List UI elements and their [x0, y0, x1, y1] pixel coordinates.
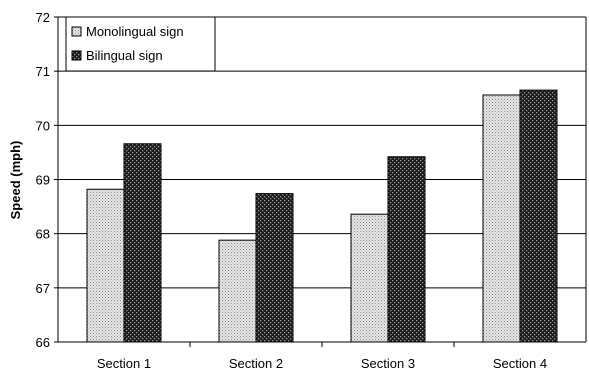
y-tick-label: 70 [36, 118, 50, 133]
bar-monolingual [86, 188, 125, 343]
bar-monolingual [350, 213, 389, 343]
bar-monolingual [218, 239, 257, 343]
legend-label-monolingual: Monolingual sign [86, 24, 184, 39]
bars [86, 89, 558, 343]
x-tick-labels: Section 1 Section 2 Section 3 Section 4 [97, 342, 547, 371]
y-tick-label: 68 [36, 227, 50, 242]
bar-bilingual [255, 193, 294, 343]
y-tick-label: 66 [36, 335, 50, 350]
y-tick-label: 72 [36, 10, 50, 25]
x-tick-label: Section 4 [493, 356, 547, 371]
y-tick-label: 69 [36, 173, 50, 188]
y-tick-labels: 66 67 68 69 70 71 72 [36, 10, 58, 350]
x-tick-label: Section 1 [97, 356, 151, 371]
legend: Monolingual sign Bilingual sign [65, 16, 216, 72]
bar-bilingual [387, 156, 426, 343]
legend-box [65, 16, 216, 72]
bar-monolingual [482, 94, 521, 343]
bar-bilingual [123, 143, 162, 343]
y-tick-label: 71 [36, 64, 50, 79]
legend-swatch-bilingual [71, 50, 82, 61]
legend-swatch-monolingual [71, 26, 82, 37]
x-tick-label: Section 2 [229, 356, 283, 371]
x-tick-label: Section 3 [361, 356, 415, 371]
y-tick-label: 67 [36, 281, 50, 296]
legend-label-bilingual: Bilingual sign [86, 48, 163, 63]
y-axis-title: Speed (mph) [8, 141, 23, 220]
bar-bilingual [519, 89, 558, 343]
